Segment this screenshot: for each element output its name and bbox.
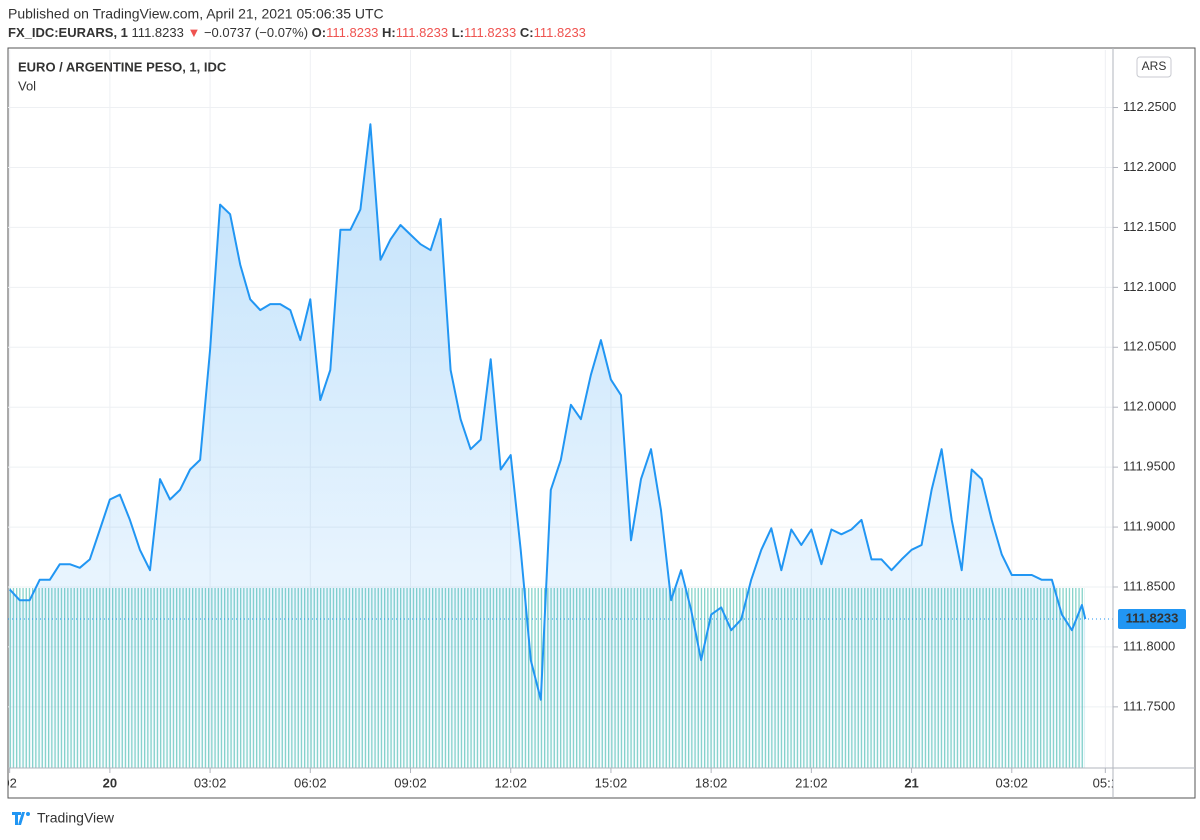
y-tick-label: 112.1500 — [1123, 219, 1176, 234]
last-price-label: 111.8233 — [1126, 610, 1179, 625]
symbol: FX_IDC:EURARS, 1 — [8, 25, 128, 40]
chart-subtitle: Vol — [18, 78, 36, 93]
area-fill — [9, 124, 1086, 768]
x-tick-label: 15:02 — [595, 775, 628, 790]
close: 111.8233 — [534, 25, 586, 40]
open-label: O: — [312, 25, 326, 40]
y-tick-label: 111.8000 — [1123, 638, 1175, 653]
x-tick-label: 21 — [904, 775, 918, 790]
y-tick-label: 111.9000 — [1123, 519, 1175, 534]
x-tick-label: 02 — [2, 775, 16, 790]
high-label: H: — [382, 25, 396, 40]
x-axis: 02 20 03:02 06:02 09:02 12:02 15:02 18:02 21:02 2… — [2, 768, 1118, 790]
x-tick-label: 18:02 — [695, 775, 728, 790]
y-tick-label: 112.0000 — [1123, 399, 1176, 414]
low-label: L: — [452, 25, 464, 40]
x-tick-label: 21:02 — [795, 775, 828, 790]
x-tick-label: 06:02 — [294, 775, 327, 790]
x-tick-label: 05:1 — [1093, 775, 1118, 790]
currency-badge[interactable] — [1136, 56, 1172, 78]
plot — [8, 123, 1113, 768]
low: 111.8233 — [464, 25, 516, 40]
change: −0.0737 (−0.07%) — [204, 25, 308, 40]
x-tick-label: 09:02 — [394, 775, 427, 790]
currency: ARS — [1142, 59, 1167, 73]
x-tick-label: 20 — [103, 775, 117, 790]
close-label: C: — [520, 25, 534, 40]
y-tick-label: 111.7500 — [1123, 698, 1175, 713]
y-tick-label: 112.0500 — [1123, 339, 1176, 354]
y-tick-label: 111.8500 — [1123, 578, 1175, 593]
y-tick-label: 111.9500 — [1123, 459, 1175, 474]
symbol-line: FX_IDC:EURARS, 1 111.8233 ▼ −0.0737 (−0.… — [8, 25, 586, 40]
brand: TradingView — [37, 810, 115, 826]
open: 111.8233 — [326, 25, 378, 40]
x-tick-label: 12:02 — [494, 775, 527, 790]
high: 111.8233 — [396, 25, 448, 40]
price-line — [8, 123, 1087, 701]
x-tick-label: 03:02 — [194, 775, 227, 790]
y-tick-label: 112.2500 — [1123, 99, 1176, 114]
y-tick-label: 112.1000 — [1123, 279, 1176, 294]
y-tick-label: 112.2000 — [1123, 159, 1176, 174]
published-line: Published on TradingView.com, April 21, … — [8, 6, 384, 22]
chart-title: EURO / ARGENTINE PESO, 1, IDC — [18, 59, 227, 74]
last-price-badge — [1118, 609, 1186, 630]
x-tick-label: 03:02 — [996, 775, 1029, 790]
brand-logo — [12, 812, 30, 825]
change-arrow: ▼ — [187, 25, 200, 40]
price: 111.8233 — [132, 25, 184, 40]
y-axis: 111.7500 111.8000 111.8500 111.9000 111.9500… — [1113, 99, 1186, 713]
